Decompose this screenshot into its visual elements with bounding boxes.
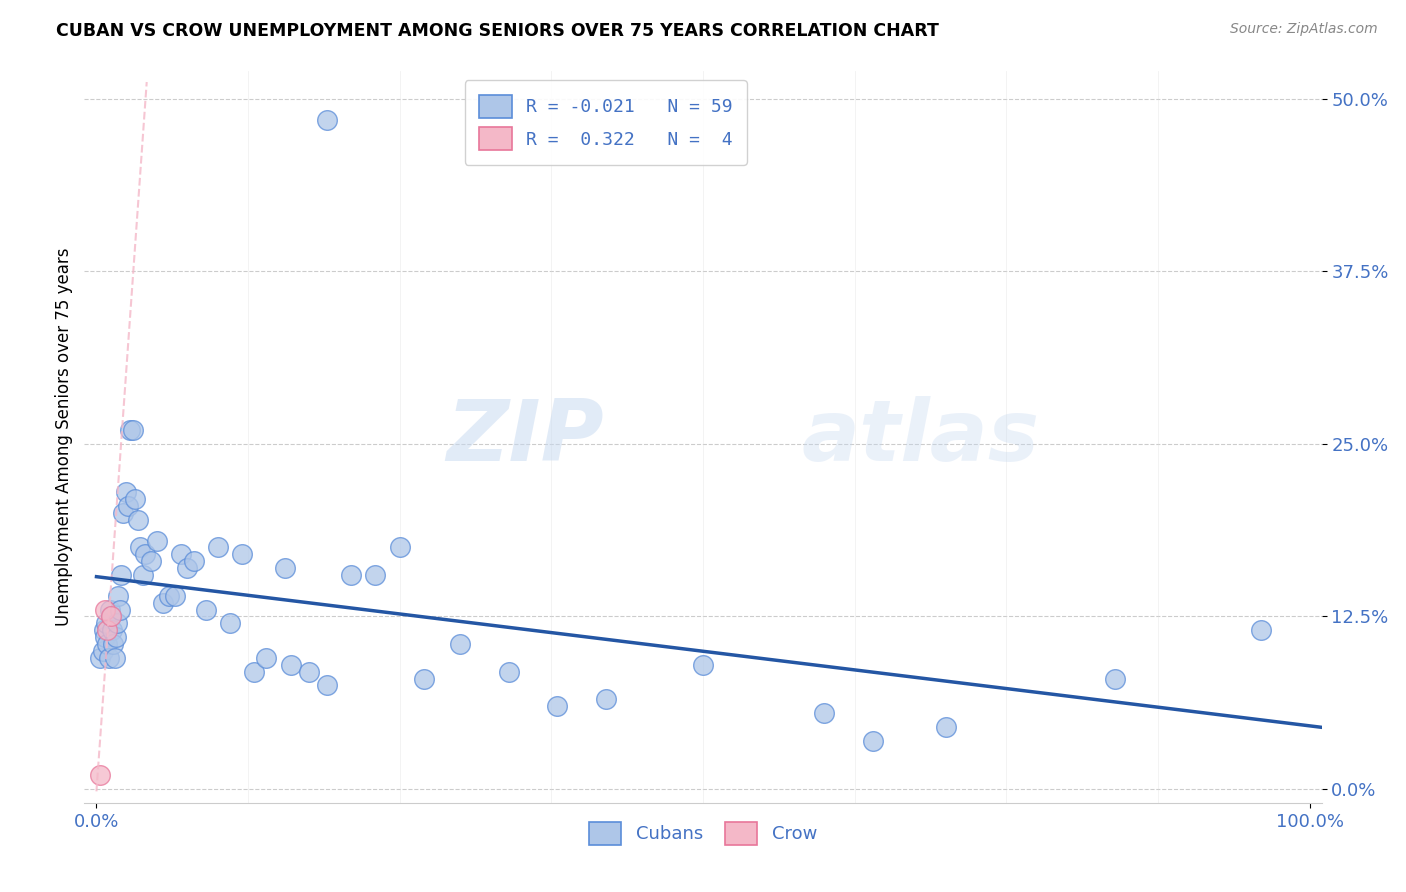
Point (316, 678, 339, 692)
Point (127, 513, 149, 527)
Point (152, 596, 174, 610)
Point (254, 651, 277, 665)
Point (935, 720, 957, 734)
Text: Source: ZipAtlas.com: Source: ZipAtlas.com (1230, 22, 1378, 37)
Point (862, 733, 884, 747)
Point (89, 768, 111, 782)
Point (364, 568, 387, 582)
Point (96, 616, 118, 631)
Point (273, 561, 295, 575)
Point (120, 423, 142, 437)
Point (117, 499, 139, 513)
Point (449, 637, 471, 651)
Point (124, 492, 146, 507)
Point (112, 506, 135, 520)
Point (1104, 672, 1126, 686)
Point (108, 602, 131, 616)
Point (107, 589, 129, 603)
Point (139, 554, 162, 568)
Point (1250, 624, 1272, 638)
Point (692, 657, 714, 672)
Point (100, 609, 122, 624)
Point (105, 616, 128, 631)
Y-axis label: Unemployment Among Seniors over 75 years: Unemployment Among Seniors over 75 years (55, 248, 73, 626)
Point (170, 548, 193, 562)
Point (131, 568, 153, 582)
Point (96, 637, 118, 651)
Point (129, 541, 152, 555)
Point (94, 602, 117, 616)
Point (280, 657, 302, 672)
Point (340, 568, 363, 582)
Point (97, 651, 120, 665)
Point (243, 665, 266, 679)
Point (96, 624, 118, 638)
Text: atlas: atlas (801, 395, 1040, 479)
Point (546, 699, 568, 714)
Point (298, 665, 321, 679)
Point (110, 568, 132, 582)
Point (100, 609, 122, 624)
Point (498, 665, 520, 679)
Point (98, 602, 121, 616)
Point (207, 541, 229, 555)
Point (93, 624, 115, 638)
Point (194, 602, 217, 616)
Point (157, 589, 180, 603)
Point (114, 485, 136, 500)
Point (94, 630, 117, 644)
Point (183, 554, 205, 568)
Point (219, 616, 242, 631)
Point (231, 548, 253, 562)
Point (165, 589, 187, 603)
Point (176, 561, 198, 575)
Point (134, 548, 156, 562)
Point (122, 423, 145, 437)
Point (595, 692, 617, 706)
Point (104, 651, 127, 665)
Point (101, 624, 124, 638)
Point (316, 112, 339, 127)
Text: ZIP: ZIP (446, 395, 605, 479)
Point (388, 541, 411, 555)
Point (89, 651, 111, 665)
Point (813, 706, 835, 720)
Point (104, 630, 127, 644)
Point (413, 672, 436, 686)
Point (146, 533, 169, 548)
Point (103, 637, 125, 651)
Text: CUBAN VS CROW UNEMPLOYMENT AMONG SENIORS OVER 75 YEARS CORRELATION CHART: CUBAN VS CROW UNEMPLOYMENT AMONG SENIORS… (56, 22, 939, 40)
Point (91, 644, 114, 658)
Legend: Cubans, Crow: Cubans, Crow (582, 814, 824, 852)
